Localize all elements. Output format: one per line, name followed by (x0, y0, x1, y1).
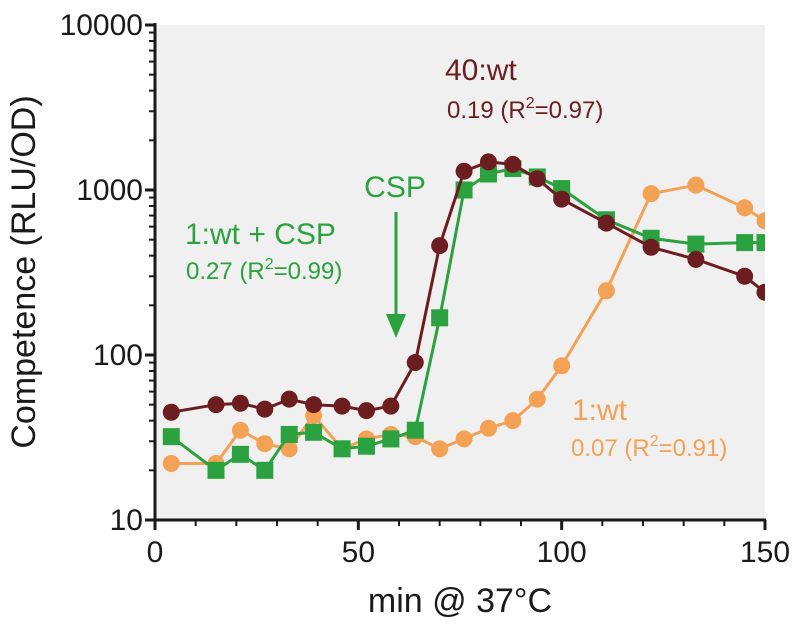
data-point-1-wt (642, 185, 660, 203)
data-point-1-wt (479, 419, 497, 437)
data-point-1-wt-csp (305, 423, 323, 441)
data-point-40-wt (455, 162, 473, 180)
data-point-40-wt (504, 155, 522, 173)
data-point-1-wt-csp (382, 430, 400, 448)
data-point-1-wt-csp (256, 461, 274, 479)
data-point-40-wt (207, 396, 225, 414)
data-point-1-wt-csp (231, 445, 249, 463)
data-point-1-wt-csp (406, 421, 424, 439)
series-1-wt-csp (162, 159, 765, 479)
y-axis-title: Competence (RLU/OD) (5, 95, 43, 448)
data-point-40-wt (231, 394, 249, 412)
data-point-1-wt (553, 357, 571, 375)
data-point-40-wt (162, 403, 180, 421)
csp-arrow-label: CSP (364, 171, 426, 204)
data-point-40-wt (597, 214, 615, 232)
data-point-1-wt-csp (431, 309, 449, 327)
data-point-1-wt (231, 421, 249, 439)
data-point-1-wt (280, 440, 298, 458)
data-point-40-wt (756, 283, 765, 301)
data-point-1-wt-csp (736, 234, 754, 252)
data-point-1-wt-csp (162, 428, 180, 446)
data-point-40-wt (431, 237, 449, 255)
annotation-40wt: 40:wt 0.19 (R2=0.97) (445, 54, 603, 124)
data-point-1-wt-csp (280, 425, 298, 443)
annotation-1wt: 1:wt 0.07 (R2=0.91) (571, 394, 727, 462)
data-point-1-wt-csp (756, 234, 765, 252)
data-point-1-wt (431, 440, 449, 458)
annotation-1wt-rate: 0.07 (R2=0.91) (571, 433, 727, 462)
data-point-1-wt (528, 390, 546, 408)
annotation-1wt-title: 1:wt (572, 394, 628, 427)
data-point-1-wt-csp (357, 437, 375, 455)
data-point-40-wt (687, 250, 705, 268)
data-point-1-wt (597, 282, 615, 300)
data-point-40-wt (406, 354, 424, 372)
data-point-40-wt (280, 390, 298, 408)
data-point-1-wt (455, 430, 473, 448)
data-point-1-wt (162, 455, 180, 473)
annotation-1wt-csp-title: 1:wt + CSP (185, 218, 336, 251)
data-point-1-wt (756, 212, 765, 230)
csp-addition-arrow: CSP (364, 171, 426, 338)
data-point-1-wt (504, 412, 522, 430)
series-40-wt (162, 153, 765, 421)
y-tick-label: 1000 (76, 174, 143, 207)
data-point-1-wt (256, 435, 274, 453)
data-point-40-wt (305, 396, 323, 414)
data-point-40-wt (642, 238, 660, 256)
data-point-40-wt (528, 170, 546, 188)
x-tick-label: 100 (537, 536, 587, 569)
data-point-40-wt (357, 402, 375, 420)
annotation-1wt-csp-rate: 0.27 (R2=0.99) (186, 256, 342, 285)
data-point-40-wt (256, 400, 274, 418)
x-tick-label: 50 (342, 536, 375, 569)
y-tick-label: 10 (110, 504, 143, 537)
data-point-1-wt (736, 199, 754, 217)
annotation-40wt-title: 40:wt (445, 54, 517, 87)
data-point-40-wt (333, 397, 351, 415)
data-point-40-wt (553, 190, 571, 208)
data-point-40-wt (736, 267, 754, 285)
data-point-1-wt-csp (479, 165, 497, 183)
x-axis-title: min @ 37°C (368, 582, 552, 620)
csp-arrow-head-icon (386, 314, 406, 338)
data-point-1-wt-csp (207, 461, 225, 479)
data-point-40-wt (382, 397, 400, 415)
data-point-40-wt (479, 153, 497, 171)
data-point-1-wt (687, 176, 705, 194)
y-tick-label: 10000 (60, 9, 143, 42)
data-point-1-wt-csp (687, 235, 705, 253)
series-layer (162, 153, 765, 479)
axes: 10 100 1000 10000 0 50 100 150 (60, 9, 790, 569)
data-point-1-wt-csp (333, 440, 351, 458)
y-tick-label: 100 (93, 339, 143, 372)
annotation-1wt-csp: 1:wt + CSP 0.27 (R2=0.99) (185, 218, 342, 285)
x-tick-label: 0 (147, 536, 164, 569)
series-1-wt (162, 176, 765, 473)
annotation-40wt-rate: 0.19 (R2=0.97) (447, 95, 603, 124)
x-tick-label: 150 (740, 536, 790, 569)
